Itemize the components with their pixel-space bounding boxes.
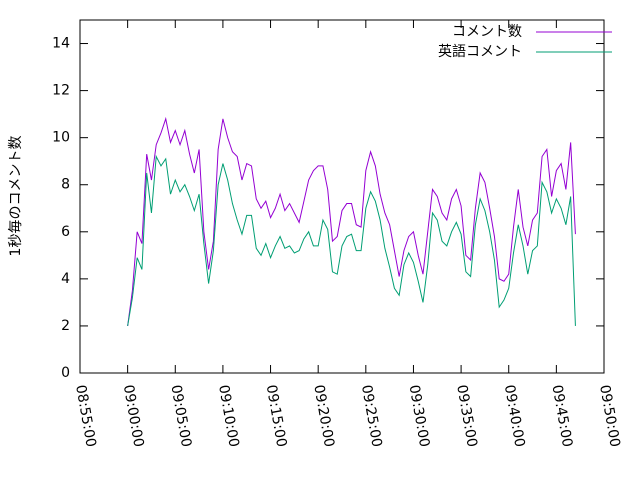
- legend-label: 英語コメント: [438, 43, 522, 60]
- y-tick-label: 4: [61, 271, 70, 287]
- plot-frame: [79, 19, 605, 374]
- x-tick-label: 09:05:00: [167, 384, 194, 449]
- x-tick-label: 09:30:00: [406, 384, 433, 449]
- x-tick-label: 09:15:00: [263, 384, 290, 449]
- series-line: [127, 154, 576, 327]
- series-line: [127, 116, 576, 326]
- x-tick-label: 09:20:00: [310, 384, 337, 449]
- x-tick-label: 09:10:00: [215, 384, 242, 449]
- x-tick-label: 09:40:00: [501, 384, 528, 449]
- y-tick-label: 6: [61, 224, 70, 240]
- y-tick-label: 12: [52, 83, 70, 99]
- x-tick-label: 09:35:00: [453, 384, 480, 449]
- legend-label: コメント数: [452, 24, 522, 40]
- y-tick-label: 0: [61, 365, 70, 381]
- x-tick-label: 09:45:00: [548, 384, 575, 449]
- x-tick-label: 09:50:00: [596, 384, 623, 449]
- y-axis-label: 1秒毎のコメント数: [8, 136, 24, 257]
- y-tick-label: 2: [61, 318, 70, 334]
- x-tick-label: 08:55:00: [72, 384, 99, 449]
- y-tick-label: 14: [52, 36, 70, 52]
- y-tick-label: 8: [61, 177, 70, 193]
- x-tick-label: 09:25:00: [358, 384, 385, 449]
- x-tick-label: 09:00:00: [120, 384, 147, 449]
- y-tick-label: 10: [52, 130, 70, 146]
